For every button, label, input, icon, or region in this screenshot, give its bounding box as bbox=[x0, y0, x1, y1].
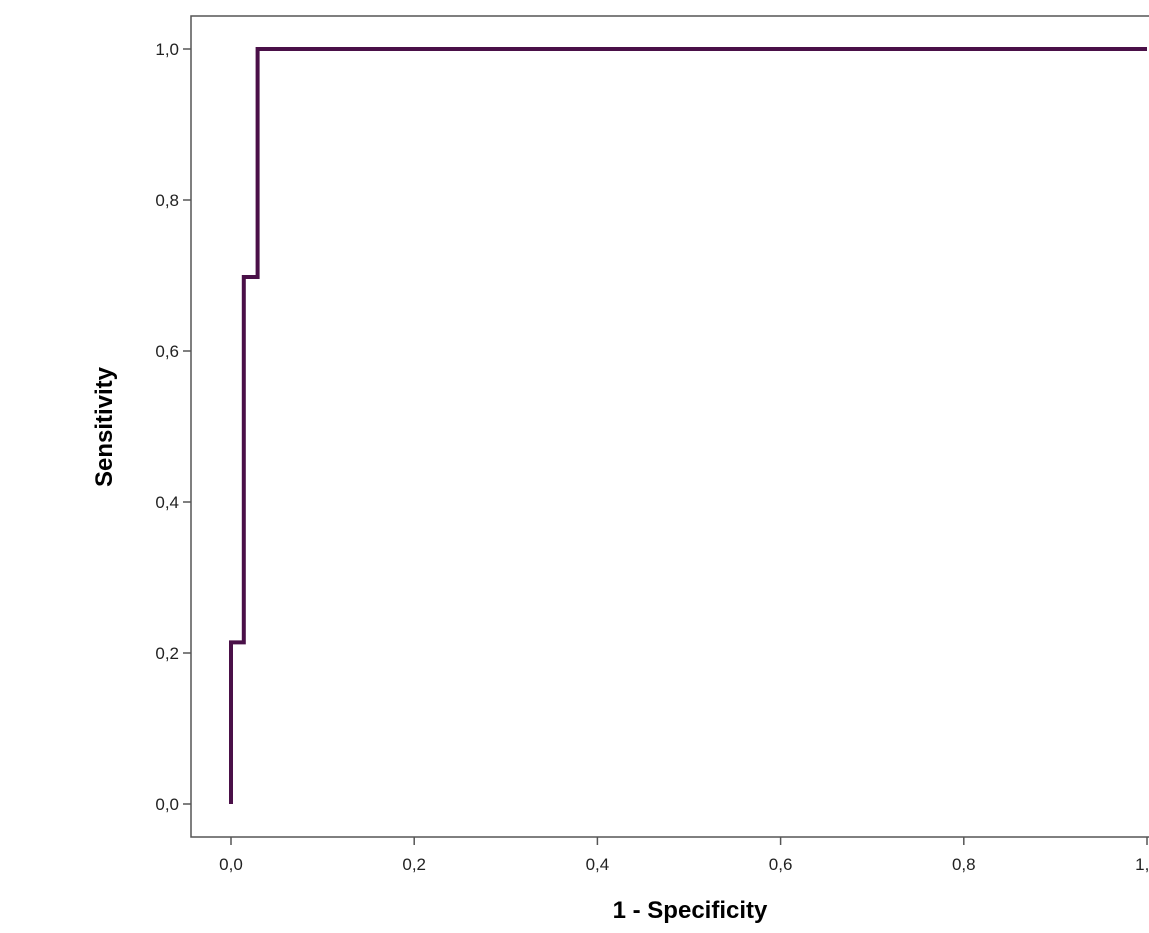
y-axis-title: Sensitivity bbox=[91, 366, 118, 487]
x-axis: 0,0 0,2 0,4 0,6 0,8 1,0 bbox=[219, 837, 1149, 874]
y-tick-label: 0,4 bbox=[155, 493, 179, 512]
y-tick-label: 1,0 bbox=[155, 40, 179, 59]
y-axis: 0,0 0,2 0,4 0,6 0,8 1,0 bbox=[155, 40, 191, 814]
x-tick-label: 1,0 bbox=[1135, 855, 1149, 874]
roc-curve-line bbox=[229, 47, 1147, 804]
x-tick-label: 0,4 bbox=[586, 855, 610, 874]
x-axis-title: 1 - Specificity bbox=[613, 897, 768, 924]
x-tick-label: 0,2 bbox=[402, 855, 426, 874]
y-tick-label: 0,8 bbox=[155, 191, 179, 210]
y-tick-label: 0,2 bbox=[155, 644, 179, 663]
x-tick-label: 0,0 bbox=[219, 855, 243, 874]
x-tick-label: 0,8 bbox=[952, 855, 976, 874]
y-tick-label: 0,0 bbox=[155, 795, 179, 814]
y-tick-label: 0,6 bbox=[155, 342, 179, 361]
plot-area-frame bbox=[190, 15, 1149, 838]
series-layer bbox=[229, 47, 1147, 804]
x-tick-label: 0,6 bbox=[769, 855, 793, 874]
